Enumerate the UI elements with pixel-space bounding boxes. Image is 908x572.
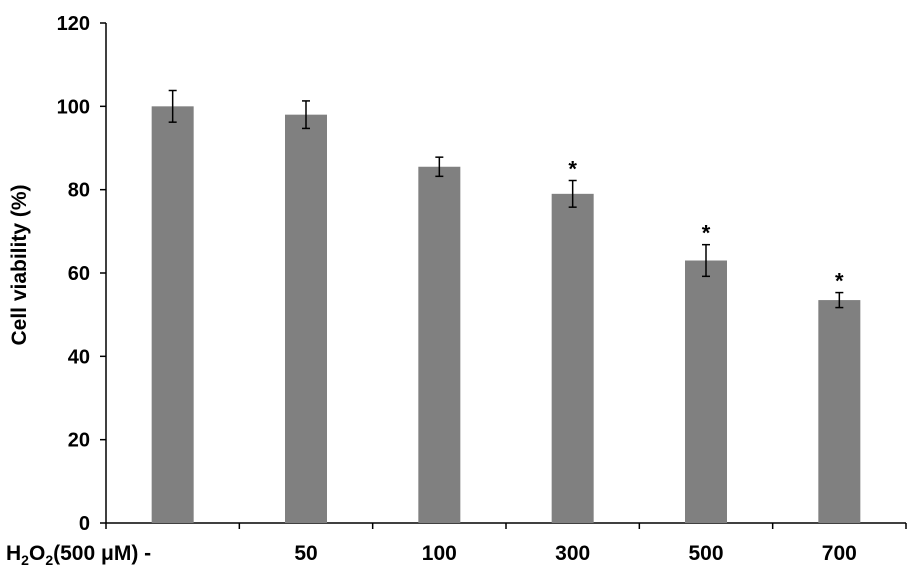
category-label: 50 — [294, 542, 317, 565]
x-axis-prefix-label: H2O2(500 μM) - — [6, 542, 151, 568]
y-tick-label: 60 — [68, 263, 90, 285]
y-tick-label: 80 — [68, 180, 90, 202]
significance-star: * — [568, 157, 577, 182]
bar — [551, 193, 594, 524]
category-label: 700 — [822, 542, 857, 565]
significance-star: * — [702, 221, 711, 246]
bar — [685, 260, 727, 523]
category-label: 500 — [688, 542, 723, 565]
category-label: 100 — [422, 542, 457, 565]
bars — [151, 106, 861, 524]
error-bars — [168, 89, 844, 309]
y-tick-label: 120 — [57, 13, 90, 35]
prefix-sub-2b: 2 — [45, 552, 53, 568]
bar — [418, 166, 461, 523]
bar — [151, 106, 194, 523]
y-tick-label: 20 — [68, 430, 90, 452]
prefix-o: O — [29, 542, 45, 565]
category-labels: 50 100 300 500 700 — [294, 542, 857, 565]
significance-markers: * * * — [568, 157, 844, 294]
y-axis: 0 20 40 60 80 100 120 — [57, 13, 107, 535]
prefix-sub-2a: 2 — [21, 552, 29, 568]
y-tick-label: 100 — [57, 96, 90, 118]
y-axis-label: Cell viability (%) — [8, 184, 31, 345]
category-label: 300 — [555, 542, 590, 565]
significance-star: * — [835, 269, 844, 294]
x-axis — [105, 522, 907, 529]
bar — [818, 300, 861, 523]
prefix-h: H — [6, 542, 21, 565]
bar — [285, 114, 327, 524]
y-tick-label: 0 — [79, 513, 90, 535]
prefix-rest: (500 μM) - — [53, 542, 151, 565]
y-tick-label: 40 — [68, 346, 90, 368]
